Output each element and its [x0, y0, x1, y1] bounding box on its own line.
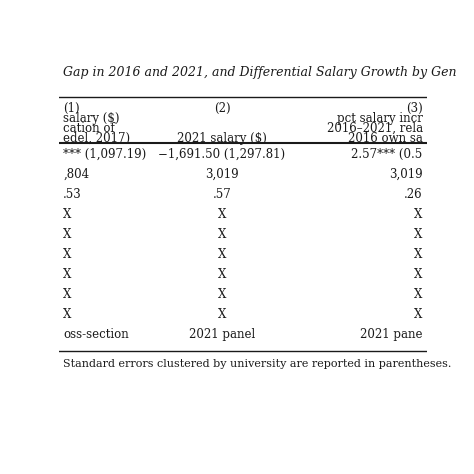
Text: 2.57*** (0.5: 2.57*** (0.5 [352, 148, 423, 161]
Text: 2021 pane: 2021 pane [360, 328, 423, 341]
Text: 3,019: 3,019 [205, 168, 239, 181]
Text: X: X [63, 228, 72, 241]
Text: X: X [218, 228, 226, 241]
Text: .57: .57 [213, 188, 231, 201]
Text: .53: .53 [63, 188, 82, 201]
Text: X: X [63, 268, 72, 281]
Text: X: X [218, 268, 226, 281]
Text: cation of: cation of [63, 121, 115, 135]
Text: X: X [218, 208, 226, 221]
Text: X: X [63, 248, 72, 261]
Text: −1,691.50 (1,297.81): −1,691.50 (1,297.81) [158, 148, 285, 161]
Text: X: X [414, 288, 423, 301]
Text: ,804: ,804 [63, 168, 89, 181]
Text: X: X [414, 268, 423, 281]
Text: X: X [414, 308, 423, 321]
Text: (3): (3) [406, 101, 423, 115]
Text: 2021 panel: 2021 panel [189, 328, 255, 341]
Text: .26: .26 [404, 188, 423, 201]
Text: X: X [414, 228, 423, 241]
Text: X: X [218, 308, 226, 321]
Text: 3,019: 3,019 [389, 168, 423, 181]
Text: pct salary incr: pct salary incr [337, 111, 423, 125]
Text: *** (1,097.19): *** (1,097.19) [63, 148, 146, 161]
Text: X: X [63, 308, 72, 321]
Text: oss-section: oss-section [63, 328, 129, 341]
Text: 2021 salary ($): 2021 salary ($) [177, 132, 267, 145]
Text: Gap in 2016 and 2021, and Differential Salary Growth by Gen: Gap in 2016 and 2021, and Differential S… [63, 66, 456, 79]
Text: salary ($): salary ($) [63, 111, 119, 125]
Text: X: X [414, 248, 423, 261]
Text: X: X [63, 288, 72, 301]
Text: X: X [63, 208, 72, 221]
Text: Standard errors clustered by university are reported in parentheses.: Standard errors clustered by university … [63, 359, 452, 369]
Text: (1): (1) [63, 101, 80, 115]
Text: 2016 own sa: 2016 own sa [348, 132, 423, 145]
Text: X: X [414, 208, 423, 221]
Text: X: X [218, 288, 226, 301]
Text: X: X [218, 248, 226, 261]
Text: edel, 2017): edel, 2017) [63, 132, 130, 145]
Text: (2): (2) [214, 101, 230, 115]
Text: 2016–2021, rela: 2016–2021, rela [327, 121, 423, 135]
